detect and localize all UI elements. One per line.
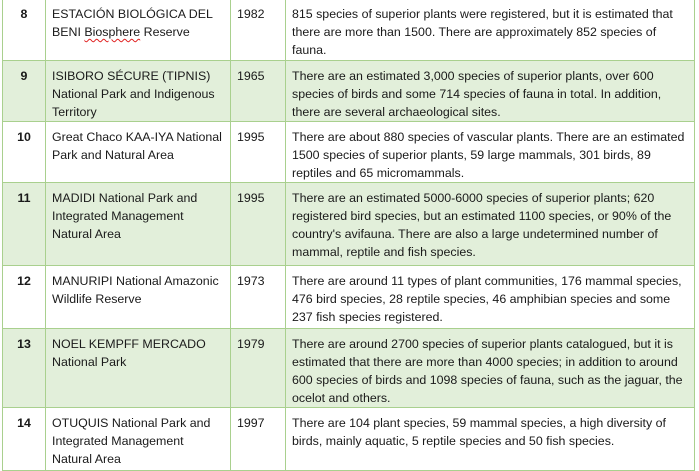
area-name-main: ESTACIÓN BIOLÓGICA DEL BENI: [52, 7, 213, 39]
area-name: OTUQUIS National Park and Integrated Man…: [45, 407, 231, 471]
area-name: MANURIPI National Amazonic Wildlife Rese…: [45, 265, 231, 329]
creation-year: 1965: [230, 60, 286, 122]
creation-year: 1995: [230, 182, 286, 266]
area-name-end: Reserve: [140, 25, 190, 39]
row-number: 10: [2, 121, 46, 183]
row-number: 11: [2, 182, 46, 266]
table-row: 9 ISIBORO SÉCURE (TIPNIS) National Park a…: [2, 60, 695, 122]
biodiversity-description: 815 species of superior plants were regi…: [285, 0, 695, 61]
area-name: ESTACIÓN BIOLÓGICA DEL BENI Biosphere Re…: [45, 0, 231, 61]
biodiversity-description: There are an estimated 3,000 species of …: [285, 60, 695, 122]
table-row: 8 ESTACIÓN BIOLÓGICA DEL BENI Biosphere R…: [2, 0, 695, 61]
creation-year: 1982: [230, 0, 286, 61]
creation-year: 1973: [230, 265, 286, 329]
row-number: 14: [2, 407, 46, 471]
area-name: MADIDI National Park and Integrated Mana…: [45, 182, 231, 266]
biodiversity-description: There are an estimated 5000-6000 species…: [285, 182, 695, 266]
biodiversity-description: There are around 11 types of plant commu…: [285, 265, 695, 329]
table-row: 12 MANURIPI National Amazonic Wildlife Re…: [2, 265, 695, 329]
table-row: 13 NOEL KEMPFF MERCADO National Park 1979 T…: [2, 328, 695, 408]
row-number: 8: [2, 0, 46, 61]
area-name: Great Chaco KAA-IYA National Park and Na…: [45, 121, 231, 183]
row-number: 13: [2, 328, 46, 408]
area-name: NOEL KEMPFF MERCADO National Park: [45, 328, 231, 408]
biodiversity-description: There are around 2700 species of superio…: [285, 328, 695, 408]
table-row: 10 Great Chaco KAA-IYA National Park and …: [2, 121, 695, 183]
area-name: ISIBORO SÉCURE (TIPNIS) National Park an…: [45, 60, 231, 122]
table-row: 11 MADIDI National Park and Integrated Ma…: [2, 182, 695, 266]
creation-year: 1995: [230, 121, 286, 183]
biodiversity-description: There are 104 plant species, 59 mammal s…: [285, 407, 695, 471]
row-number: 12: [2, 265, 46, 329]
row-number: 9: [2, 60, 46, 122]
area-name-spellchecked: Biosphere: [84, 25, 141, 39]
table-row: 14 OTUQUIS National Park and Integrated M…: [2, 407, 695, 471]
creation-year: 1979: [230, 328, 286, 408]
biodiversity-description: There are about 880 species of vascular …: [285, 121, 695, 183]
creation-year: 1997: [230, 407, 286, 471]
